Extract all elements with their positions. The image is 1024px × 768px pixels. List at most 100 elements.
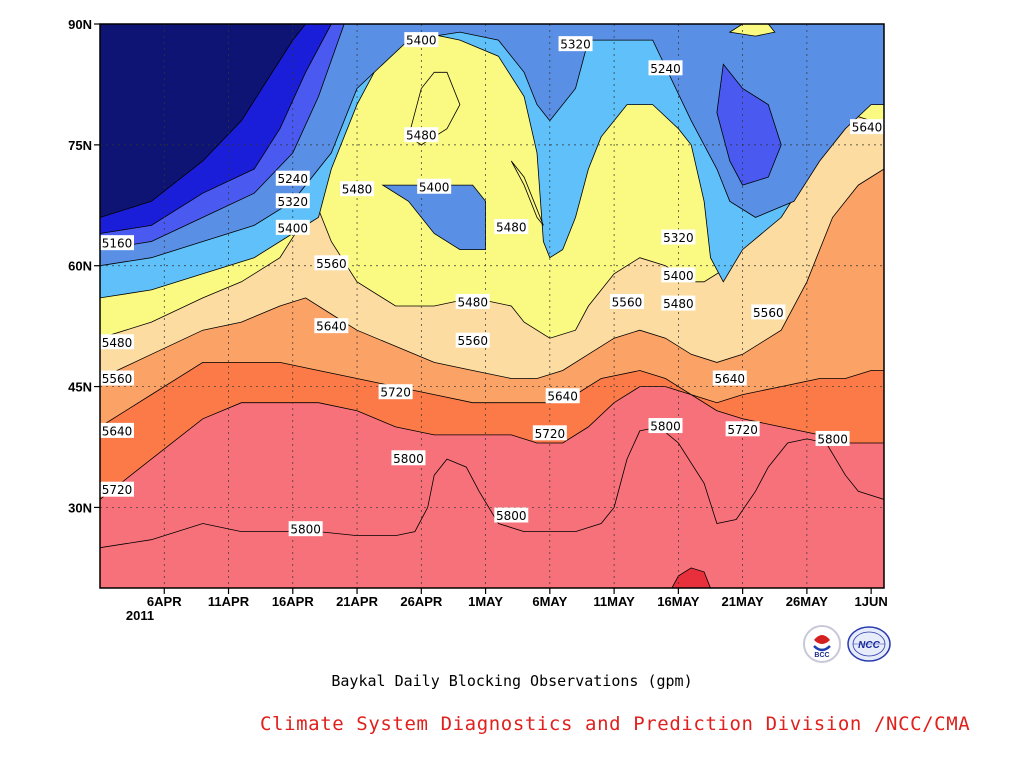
contour-label: 5320 (558, 36, 593, 52)
chart-title: Baykal Daily Blocking Observations (gpm) (331, 672, 693, 690)
svg-text:BCC: BCC (814, 652, 829, 659)
svg-text:5560: 5560 (612, 295, 643, 309)
svg-text:5720: 5720 (727, 423, 758, 437)
contour-band-min-5160 (100, 24, 884, 218)
svg-text:5480: 5480 (663, 297, 694, 311)
closed-contour (728, 24, 776, 37)
bcc-logo: BCC (803, 625, 841, 663)
y-tick-label: 30N (68, 500, 92, 515)
contour-label: 5800 (648, 418, 683, 434)
svg-text:5640: 5640 (714, 372, 745, 386)
credit-line: Climate System Diagnostics and Predictio… (260, 713, 971, 735)
y-tick-label: 90N (68, 17, 92, 32)
svg-text:5720: 5720 (535, 427, 566, 441)
svg-text:5640: 5640 (316, 320, 347, 334)
x-axis-ticks: 6APR 11APR 16APR 21APR 26APR 1MAY 6MAY 11MAY 16M… (147, 588, 888, 609)
svg-text:5640: 5640 (102, 424, 133, 438)
contour-label: 5640 (712, 370, 747, 386)
closed-contour (716, 63, 782, 186)
x-tick-label: 26MAY (786, 594, 828, 609)
y-tick-label: 60N (68, 259, 92, 274)
contour-label: 5800 (288, 521, 323, 537)
x-tick-label: 21MAY (722, 594, 764, 609)
svg-text:NCC: NCC (858, 640, 880, 651)
svg-text:5800: 5800 (393, 452, 424, 466)
contour-label: 5480 (455, 293, 490, 309)
y-tick-label: 75N (68, 138, 92, 153)
svg-text:5560: 5560 (316, 257, 347, 271)
svg-text:5400: 5400 (278, 221, 309, 235)
plot-frame (99, 23, 885, 589)
contour-label: 5560 (609, 293, 644, 309)
y-axis-ticks: 90N 75N 60N 45N 30N (68, 17, 100, 515)
contour-label: 5800 (815, 430, 850, 446)
closed-contour (510, 160, 544, 226)
contour-label: 5240 (275, 170, 310, 186)
svg-text:5560: 5560 (753, 306, 784, 320)
svg-text:5640: 5640 (547, 390, 578, 404)
svg-text:5800: 5800 (496, 509, 527, 523)
contour-label: 5400 (417, 178, 452, 194)
ncc-logo: NCC (847, 626, 891, 662)
contour-label: 5560 (100, 370, 134, 386)
x-tick-label: 6APR (147, 594, 182, 609)
contour-label: 5400 (661, 267, 696, 283)
contour-label: 5480 (340, 181, 375, 197)
svg-text:5240: 5240 (278, 172, 309, 186)
x-axis-year-label: 2011 (126, 608, 154, 623)
contour-label: 5640 (545, 388, 580, 404)
svg-text:5320: 5320 (278, 195, 309, 209)
svg-text:5400: 5400 (663, 269, 694, 283)
contour-label: 5720 (725, 421, 760, 437)
contour-label: 5400 (275, 219, 310, 235)
svg-text:5640: 5640 (852, 121, 883, 135)
x-tick-label: 11APR (208, 594, 250, 609)
contour-label: 5480 (100, 334, 134, 350)
svg-text:5720: 5720 (102, 483, 133, 497)
contour-label: 5720 (532, 425, 567, 441)
svg-text:5480: 5480 (102, 336, 133, 350)
contour-label: 5640 (850, 119, 884, 135)
contour-label: 5480 (494, 219, 529, 235)
closed-contour (671, 567, 711, 588)
contour-label: 5480 (661, 295, 696, 311)
contour-labels: 5400 5320 5240 5480 5240 5320 5400 5160 5480 5400… (100, 32, 884, 537)
svg-text:5800: 5800 (650, 420, 681, 434)
svg-text:5400: 5400 (406, 34, 437, 48)
contour-label: 5720 (378, 384, 413, 400)
contour-label: 5560 (455, 332, 490, 348)
contour-label: 5800 (494, 507, 529, 523)
x-tick-label: 16APR (272, 594, 315, 609)
contour-band-5160-5240 (100, 24, 884, 234)
contour-label: 5560 (751, 304, 786, 320)
svg-text:5320: 5320 (560, 38, 591, 52)
contour-fills (100, 24, 884, 588)
x-tick-label: 16MAY (657, 594, 699, 609)
contour-label: 5400 (404, 32, 439, 48)
svg-text:5560: 5560 (457, 334, 488, 348)
svg-text:5160: 5160 (102, 237, 133, 251)
contour-label: 5800 (391, 450, 426, 466)
contour-label: 5160 (100, 235, 134, 251)
x-tick-label: 1JUN (855, 594, 888, 609)
svg-text:5800: 5800 (290, 523, 321, 537)
x-tick-label: 26APR (400, 594, 443, 609)
contour-label: 5720 (100, 481, 134, 497)
x-tick-label: 21APR (336, 594, 379, 609)
svg-text:5400: 5400 (419, 180, 450, 194)
svg-text:5480: 5480 (342, 183, 373, 197)
contour-label: 5480 (404, 127, 439, 143)
svg-text:5320: 5320 (663, 231, 694, 245)
svg-text:5480: 5480 (457, 295, 488, 309)
x-tick-label: 1MAY (468, 594, 503, 609)
contour-label: 5640 (100, 422, 134, 438)
contour-label: 5320 (661, 229, 696, 245)
svg-text:5240: 5240 (650, 62, 681, 76)
x-tick-label: 6MAY (532, 594, 567, 609)
svg-text:5480: 5480 (496, 221, 527, 235)
svg-text:5560: 5560 (102, 372, 133, 386)
contour-label: 5240 (648, 60, 683, 76)
svg-text:5480: 5480 (406, 129, 437, 143)
svg-text:5720: 5720 (380, 386, 411, 400)
